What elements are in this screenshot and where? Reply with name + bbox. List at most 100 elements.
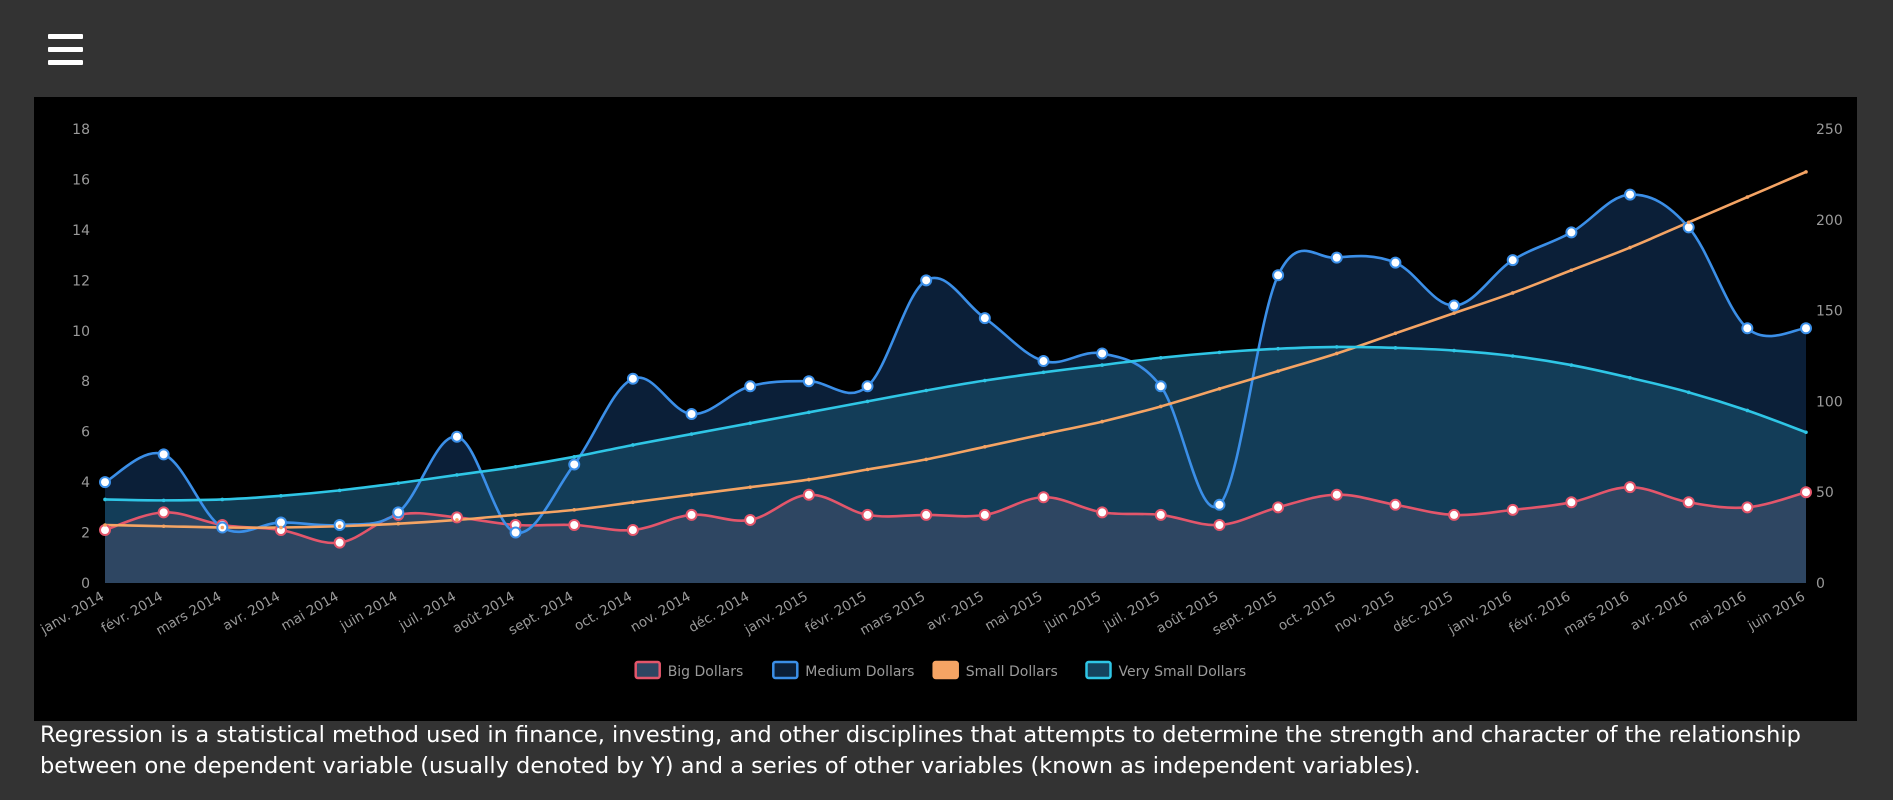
y-axis-left: 0 2 4 6 8 10 12 14 16 18	[72, 122, 90, 592]
x-tick-label: déc. 2014	[686, 589, 752, 636]
data-point-medium-dollars	[1800, 322, 1812, 335]
legend-label-big-dollars: Big Dollars	[668, 664, 744, 680]
x-tick-label: août 2014	[450, 589, 518, 637]
x-tick-label: mai 2014	[278, 589, 341, 635]
legend: Big Dollars Medium Dollars Small Dollars Ve…	[634, 660, 1247, 680]
data-point-small-dollars	[807, 477, 811, 482]
chart-panel: 0 2 4 6 8 10 12 14 16 18 0 50 100 150 200 250 janv. 20…	[34, 97, 1857, 721]
y-axis-right: 0 50 100 150 200 250	[1816, 122, 1843, 592]
data-point-very-small-dollars	[1217, 350, 1222, 355]
data-point-big-dollars	[1272, 501, 1285, 514]
x-tick-label: nov. 2015	[1332, 589, 1398, 636]
data-point-very-small-dollars	[1510, 354, 1515, 358]
data-point-small-dollars	[748, 485, 753, 489]
data-point-very-small-dollars	[161, 498, 166, 503]
data-point-small-dollars	[924, 457, 928, 462]
data-point-very-small-dollars	[748, 421, 753, 425]
data-point-medium-dollars	[1213, 498, 1226, 511]
data-point-small-dollars	[572, 508, 577, 512]
x-tick-label: juin 2016	[1744, 589, 1808, 635]
series-fill-big-dollars	[105, 487, 1806, 583]
data-point-very-small-dollars	[337, 488, 342, 493]
data-point-medium-dollars	[1389, 256, 1402, 269]
legend-label-very-small-dollars: Very Small Dollars	[1119, 664, 1247, 680]
data-point-medium-dollars	[626, 372, 639, 385]
description-text: Regression is a statistical method used …	[40, 722, 1801, 779]
data-point-small-dollars	[1334, 351, 1339, 356]
data-point-big-dollars	[1800, 486, 1812, 499]
y-left-tick-label: 2	[81, 526, 90, 542]
y-left-tick-label: 14	[72, 223, 90, 239]
y-left-tick-label: 10	[72, 324, 90, 340]
data-point-very-small-dollars	[513, 464, 518, 469]
x-tick-label: nov. 2014	[628, 589, 694, 636]
x-tick-label: avr. 2014	[220, 589, 283, 635]
data-point-big-dollars	[802, 488, 815, 501]
data-point-small-dollars	[1393, 331, 1398, 336]
x-tick-label: juil. 2014	[396, 589, 459, 635]
data-point-small-dollars	[1100, 419, 1104, 424]
menu-bar	[48, 60, 83, 65]
x-tick-label: avr. 2015	[924, 589, 987, 635]
data-point-big-dollars	[450, 511, 463, 524]
data-point-big-dollars	[333, 536, 346, 549]
data-point-very-small-dollars	[631, 443, 635, 447]
data-point-big-dollars	[1037, 491, 1050, 504]
data-point-big-dollars	[1741, 501, 1754, 514]
y-left-tick-label: 4	[81, 475, 90, 491]
legend-swatch-big-dollars	[634, 660, 661, 680]
data-point-very-small-dollars	[1686, 390, 1691, 395]
x-tick-label: oct. 2015	[1275, 589, 1338, 635]
data-point-small-dollars	[337, 524, 342, 529]
data-point-very-small-dollars	[1334, 345, 1339, 349]
x-tick-label: juil. 2015	[1100, 589, 1163, 635]
y-right-tick-label: 50	[1816, 485, 1834, 501]
data-point-small-dollars	[689, 492, 694, 497]
data-point-big-dollars	[1682, 496, 1695, 509]
legend-label-small-dollars: Small Dollars	[966, 664, 1058, 680]
x-tick-label: déc. 2015	[1390, 589, 1456, 636]
data-point-big-dollars	[1448, 508, 1461, 521]
y-right-tick-label: 150	[1816, 304, 1843, 320]
y-right-tick-label: 200	[1816, 213, 1843, 229]
data-point-medium-dollars	[685, 408, 698, 421]
data-point-small-dollars	[865, 467, 870, 472]
data-point-small-dollars	[983, 445, 987, 449]
data-point-very-small-dollars	[220, 497, 225, 502]
x-tick-label: sept. 2015	[1210, 589, 1280, 639]
legend-swatch-small-dollars	[932, 660, 959, 680]
data-point-medium-dollars	[1565, 226, 1578, 239]
data-point-big-dollars	[626, 524, 639, 537]
data-point-small-dollars	[1510, 291, 1515, 295]
data-point-medium-dollars	[1154, 380, 1167, 393]
y-right-tick-label: 250	[1816, 122, 1843, 138]
data-point-medium-dollars	[568, 458, 581, 471]
x-tick-label: août 2015	[1154, 589, 1222, 637]
data-point-very-small-dollars	[865, 399, 870, 404]
data-point-big-dollars	[1565, 496, 1578, 509]
data-point-medium-dollars	[157, 448, 170, 461]
x-tick-label: janv. 2016	[1445, 589, 1515, 639]
y-left-tick-label: 18	[72, 122, 90, 138]
data-point-small-dollars	[220, 525, 225, 530]
x-tick-label: sept. 2014	[506, 589, 576, 639]
hamburger-menu-icon[interactable]	[46, 32, 86, 68]
y-left-tick-label: 8	[81, 374, 90, 390]
data-point-small-dollars	[631, 500, 635, 505]
data-point-medium-dollars	[1037, 355, 1050, 368]
series-line-small-dollars	[104, 170, 1807, 529]
data-point-small-dollars	[161, 524, 166, 529]
x-tick-label: janv. 2015	[741, 589, 811, 639]
data-point-small-dollars	[1628, 245, 1632, 250]
data-point-very-small-dollars	[103, 497, 107, 502]
data-point-big-dollars	[568, 518, 581, 531]
data-point-very-small-dollars	[1041, 370, 1046, 375]
data-point-medium-dollars	[1330, 251, 1343, 264]
data-point-very-small-dollars	[1158, 356, 1163, 360]
series-fills	[105, 194, 1806, 583]
data-point-very-small-dollars	[1804, 430, 1808, 435]
legend-swatch-medium-dollars	[772, 660, 799, 680]
data-point-very-small-dollars	[455, 473, 459, 477]
data-point-medium-dollars	[99, 476, 111, 489]
